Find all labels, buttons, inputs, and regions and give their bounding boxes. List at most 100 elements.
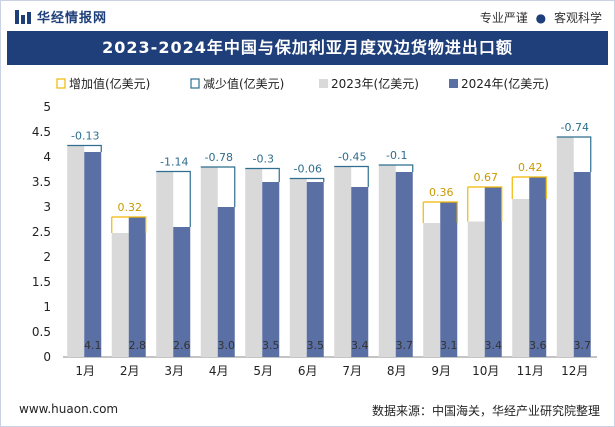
change-label: -0.3: [253, 153, 274, 166]
bar-2024: [128, 217, 146, 357]
tagline: 专业严谨 ● 客观科学: [480, 9, 602, 26]
y-tick-label: 3.5: [32, 175, 51, 189]
decrease-box: [245, 167, 280, 182]
change-label: -1.14: [160, 156, 188, 169]
y-tick-label: 3: [43, 200, 51, 214]
y-tick-label: 5: [43, 100, 51, 114]
brand-logo-icon: [15, 9, 31, 24]
decrease-box: [289, 177, 325, 182]
y-tick-label: 0.5: [32, 325, 51, 339]
y-tick-label: 1.5: [32, 275, 51, 289]
bar-2024-value-label: 3.7: [574, 339, 592, 352]
bar-2024: [173, 227, 191, 357]
bar-2024-value-label: 2.6: [173, 339, 191, 352]
bar-2024-value-label: 3.0: [218, 339, 236, 352]
chart-title: 2023-2024年中国与保加利亚月度双边货物进出口额: [7, 31, 608, 65]
change-label: 0.42: [518, 161, 543, 174]
bar-2024-value-label: 3.1: [440, 339, 458, 352]
bar-2023: [512, 199, 530, 357]
change-label: -0.13: [71, 130, 99, 143]
bar-2024: [529, 177, 547, 357]
bar-2023: [245, 168, 263, 357]
bar-2023: [334, 166, 352, 357]
x-tick-label: 2月: [120, 364, 140, 378]
y-tick-label: 4: [43, 150, 51, 164]
legend-decrease-label: 减少值(亿美元): [203, 76, 284, 91]
bar-2024: [573, 172, 591, 357]
change-label: 0.67: [474, 171, 499, 184]
brand: 华经情报网: [15, 7, 107, 26]
bar-2023: [67, 145, 85, 357]
change-label: -0.78: [205, 151, 233, 164]
y-tick-label: 2: [43, 250, 51, 264]
bar-2024: [306, 182, 324, 357]
bar-2024-value-label: 2.8: [129, 339, 147, 352]
increase-box: [512, 176, 547, 199]
decrease-box: [67, 144, 102, 152]
chart-svg: 增加值(亿美元) 减少值(亿美元) 2023年(亿美元) 2024年(亿美元) 0 0.…: [32, 76, 597, 378]
change-label: -0.45: [338, 151, 366, 164]
decrease-box: [200, 166, 236, 207]
bar-2024: [351, 187, 369, 357]
x-tick-label: 11月: [517, 364, 544, 378]
bar-2023: [467, 221, 485, 357]
increase-box: [423, 201, 458, 223]
footer-source: 数据来源：中国海关，华经产业研究院整理: [371, 404, 600, 418]
legend-2023-label: 2023年(亿美元): [331, 76, 419, 91]
bar-2023: [156, 171, 174, 357]
footer-website[interactable]: www.huaon.com: [19, 402, 119, 416]
y-tick-label: 1: [43, 300, 51, 314]
x-tick-label: 5月: [253, 364, 273, 378]
bar-2024-value-label: 3.6: [529, 339, 547, 352]
bar-2024-value-label: 3.4: [485, 339, 503, 352]
bar-2024-value-label: 3.4: [351, 339, 369, 352]
bar-2024-value-label: 3.5: [307, 339, 325, 352]
decrease-box: [378, 164, 414, 172]
bar-2024-value-label: 3.7: [396, 339, 414, 352]
bar-2023: [556, 137, 574, 357]
axes: 0 0.5 1 1.5 2 2.5 3 3.5 4 4.5 5 1月 2月 3月 4月 5月 6月 7月 8月 9月 1…: [32, 100, 597, 378]
bar-2023: [423, 223, 441, 357]
change-label: -0.06: [294, 163, 322, 176]
x-tick-label: 12月: [561, 364, 588, 378]
increase-box: [111, 216, 147, 233]
legend-2023-swatch: [319, 79, 328, 88]
x-tick-label: 7月: [342, 364, 362, 378]
bar-2023: [289, 178, 307, 357]
change-label: 0.36: [429, 186, 454, 199]
tagline-right: 客观科学: [553, 11, 602, 25]
bar-2024: [395, 172, 413, 357]
brand-name: 华经情报网: [37, 11, 108, 26]
legend-2024-label: 2024年(亿美元): [461, 76, 549, 91]
legend-2024-swatch: [449, 79, 458, 88]
change-label: 0.32: [118, 201, 143, 214]
x-tick-label: 8月: [387, 364, 407, 378]
change-label: -0.74: [561, 121, 589, 134]
x-tick-label: 10月: [472, 364, 499, 378]
x-tick-label: 3月: [164, 364, 184, 378]
y-tick-label: 2.5: [32, 225, 51, 239]
tagline-left: 专业严谨: [479, 11, 528, 25]
change-label: -0.1: [386, 149, 407, 162]
top-bar: 华经情报网 专业严谨 ● 客观科学: [1, 1, 614, 29]
bars: [67, 137, 591, 357]
bar-2023: [200, 167, 218, 357]
decrease-box: [334, 165, 369, 187]
bar-2024-value-label: 4.1: [84, 339, 102, 352]
bar-2024: [217, 207, 235, 357]
decrease-box: [556, 136, 592, 172]
legend-increase-swatch: [56, 78, 66, 89]
bar-2023: [378, 165, 396, 357]
tagline-dot-icon: ●: [535, 11, 547, 25]
y-tick-label: 0: [43, 350, 51, 364]
bar-2024-value-label: 3.5: [262, 339, 280, 352]
bar-2024: [262, 182, 280, 357]
data-labels: -0.13 4.1 0.32 2.8 -1.14 2.6 -0.78 3.0 -0.3 3.5 -0…: [71, 121, 591, 352]
x-tick-label: 1月: [75, 364, 95, 378]
bar-2023: [111, 233, 129, 357]
increase-box: [467, 186, 503, 222]
legend: 增加值(亿美元) 减少值(亿美元) 2023年(亿美元) 2024年(亿美元): [56, 76, 549, 91]
bar-2024: [484, 187, 502, 357]
x-tick-label: 4月: [209, 364, 229, 378]
